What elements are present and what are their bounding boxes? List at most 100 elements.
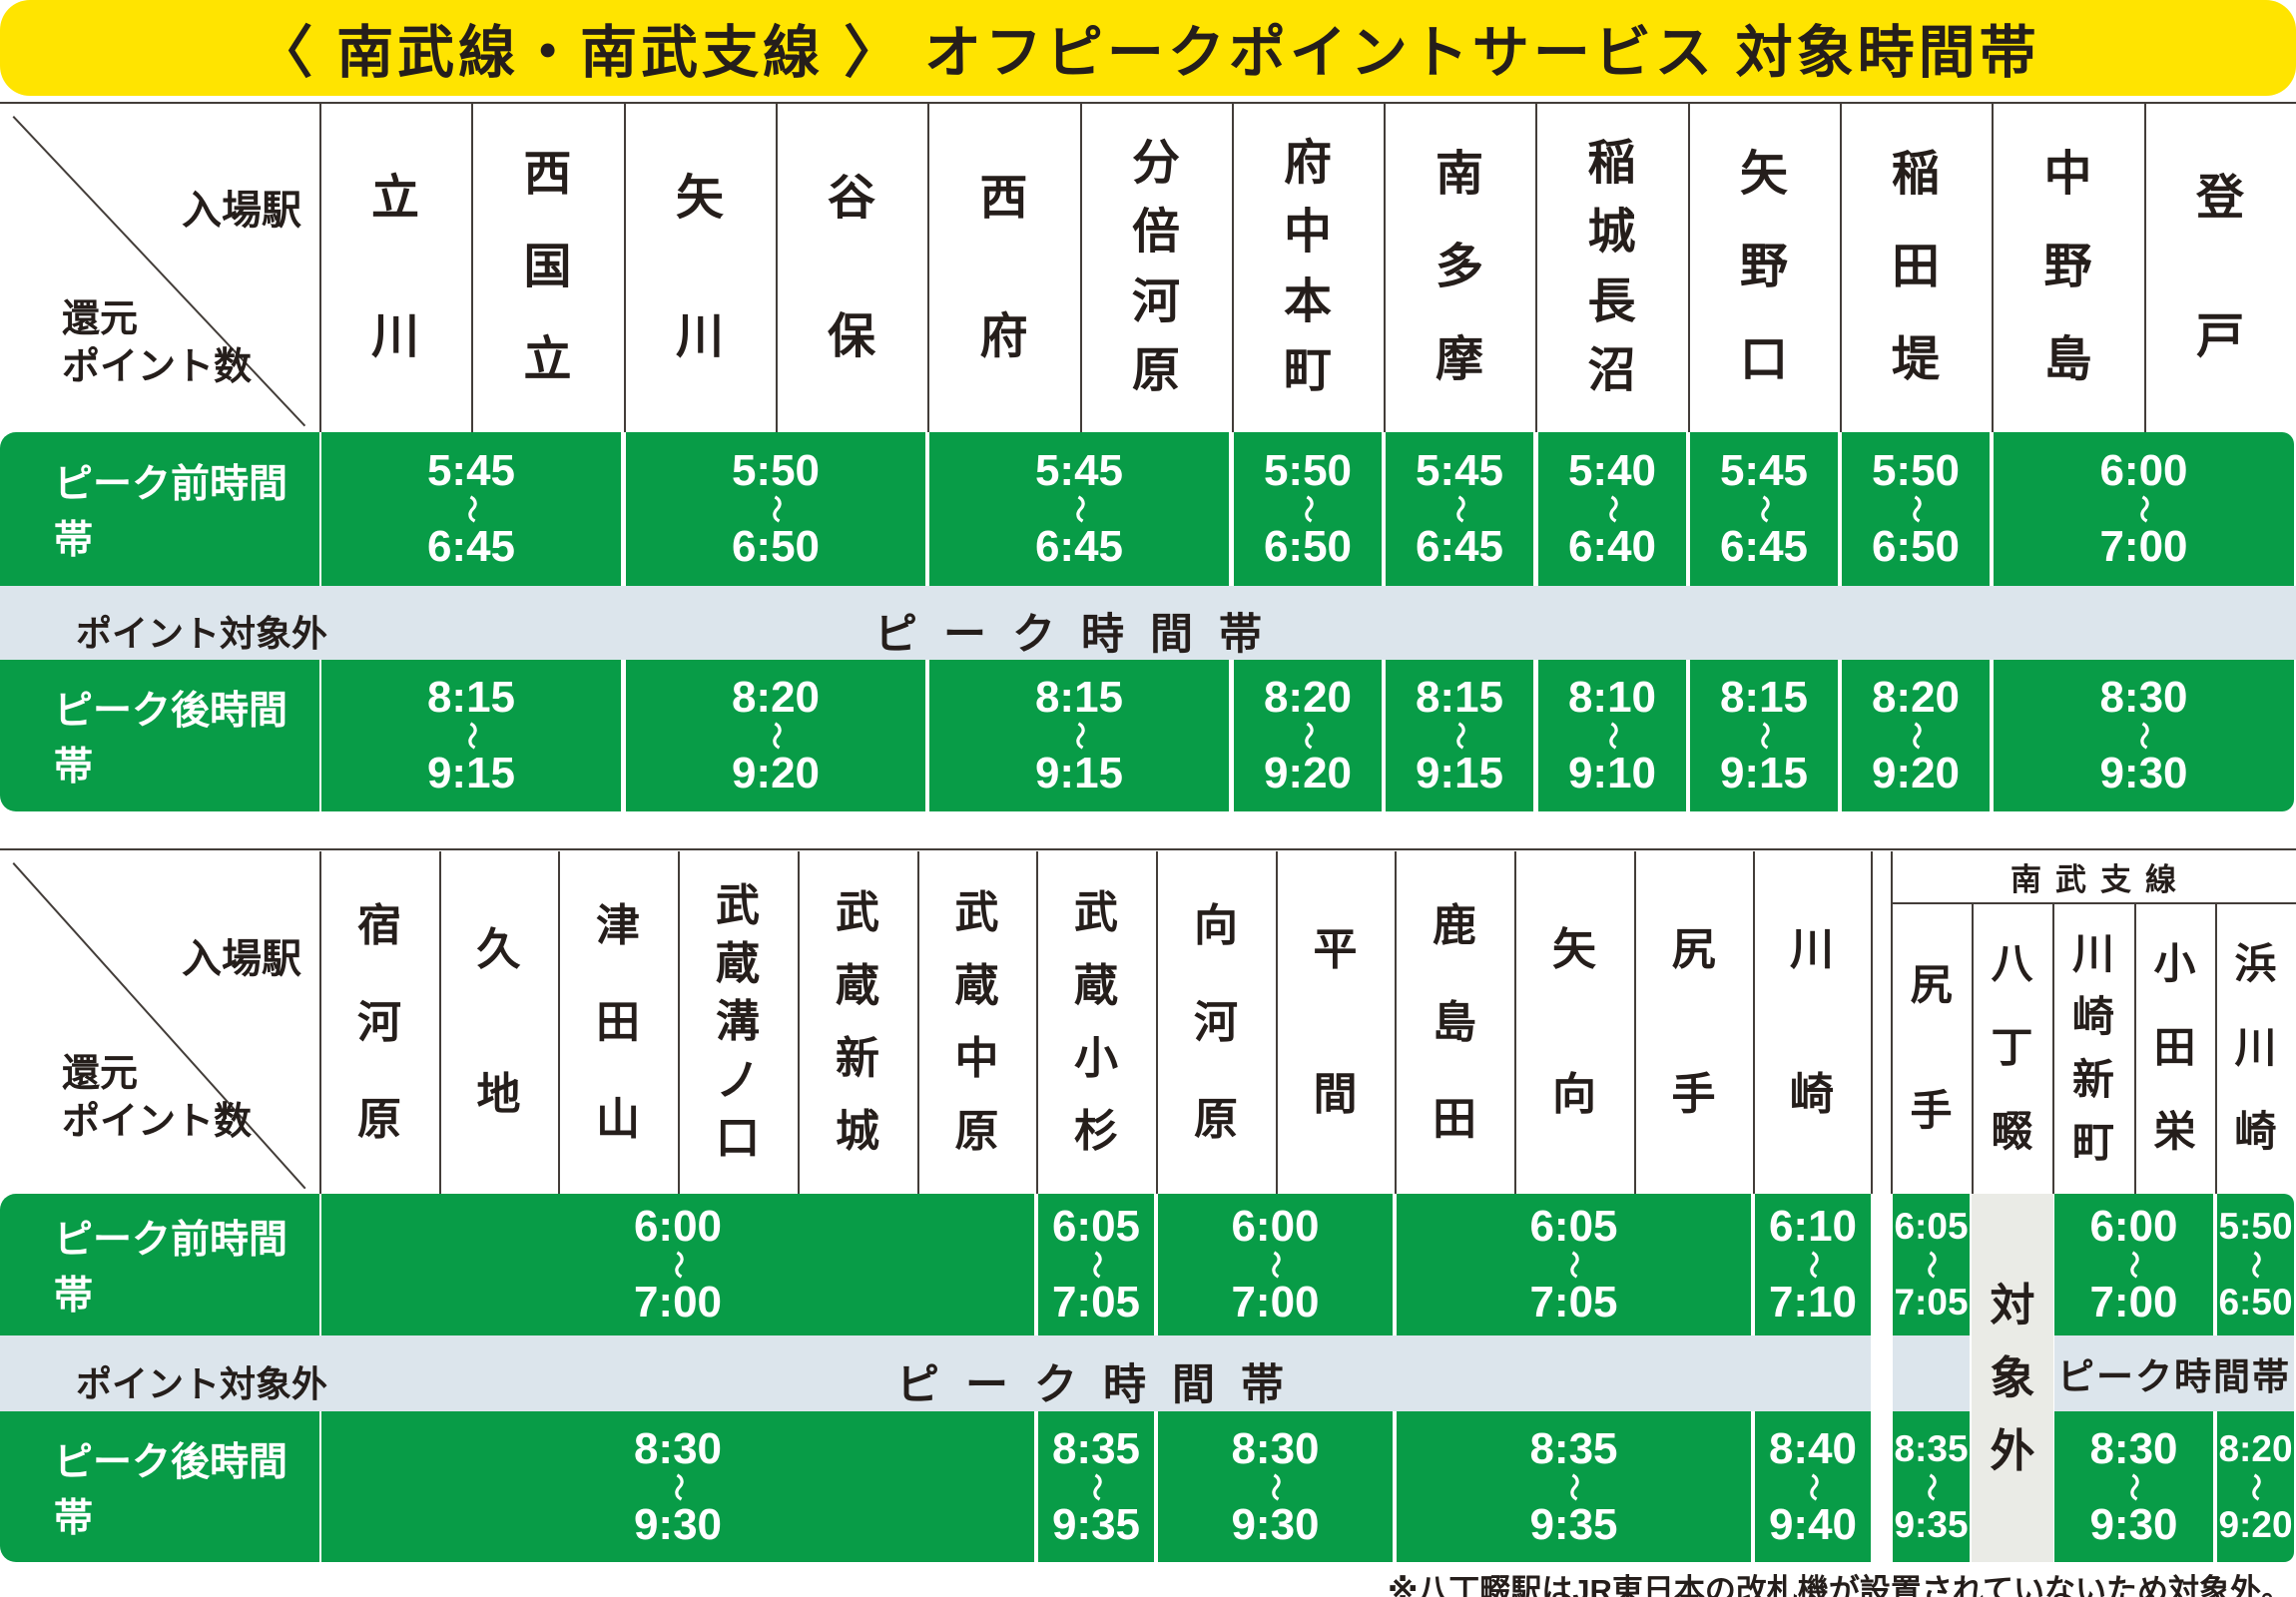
tilde-wave: 〜 <box>1080 1250 1112 1280</box>
row-label-post-peak: ピーク後時間帯 <box>0 1411 319 1562</box>
time-start: 5:50 <box>731 446 821 495</box>
time-start: 5:45 <box>1719 446 1809 495</box>
station-header-shitte-branch: 尻手 <box>1910 961 1953 1134</box>
time-start: 8:20 <box>2218 1427 2293 1469</box>
station-header-inadazutsumi: 稲田堤 <box>1891 148 1940 386</box>
time-end: 7:00 <box>2099 522 2188 571</box>
time-start: 6:00 <box>633 1202 723 1251</box>
branch-line-title: 南武支線 <box>2010 862 2190 897</box>
hatchonawate-excluded-cell: 対象外 <box>1972 1194 2053 1562</box>
tilde-wave: 〜 <box>1558 1472 1590 1501</box>
time-end: 9:20 <box>731 749 821 798</box>
time-end: 6:45 <box>1034 522 1124 571</box>
station-header-nishikunitachi: 西国立 <box>523 148 572 386</box>
time-cell: 8:10 〜 9:10 <box>1538 660 1686 811</box>
time-cell: 6:05 〜 7:05 <box>1893 1194 1970 1335</box>
time-end: 6:45 <box>1719 522 1809 571</box>
time-end: 6:50 <box>731 522 821 571</box>
station-header-fuchuhommachi: 府中本町 <box>1283 136 1332 398</box>
time-end: 7:05 <box>1894 1282 1969 1323</box>
tilde-wave: 〜 <box>1080 1472 1112 1501</box>
time-start: 8:30 <box>633 1423 723 1473</box>
footnote: ※八丁畷駅はJR東日本の改札機が設置されていないため対象外。 <box>1388 1573 2292 1597</box>
station-header-musashikosugi: 武蔵小杉 <box>1074 888 1118 1156</box>
time-end: 6:50 <box>1263 522 1353 571</box>
column-divider <box>1753 851 1755 1194</box>
tilde-wave: 〜 <box>1797 1250 1829 1280</box>
poster-title: 〈 南武線・南武支線 〉 オフピークポイントサービス 対象時間帯 <box>0 0 2296 96</box>
tilde-wave: 〜 <box>1260 1472 1292 1501</box>
tilde-wave: 〜 <box>1292 494 1324 524</box>
column-divider <box>1384 103 1386 432</box>
time-cell: 8:35 〜 9:35 <box>1038 1411 1154 1562</box>
column-divider <box>927 103 929 432</box>
time-cell: 8:15 〜 9:15 <box>1386 660 1533 811</box>
peak-band: ポイント対象外 ピーク時間帯 <box>0 1335 1871 1411</box>
station-header-kawasakishimmachi: 川崎新町 <box>2071 929 2114 1166</box>
time-end: 7:05 <box>1529 1278 1618 1327</box>
time-cell: 5:50 〜 6:50 <box>1842 432 1990 586</box>
station-header-hirama: 平間 <box>1313 924 1358 1120</box>
station-header-shukugawara: 宿河原 <box>357 900 401 1144</box>
station-header-kawasaki: 川崎 <box>1790 924 1834 1120</box>
column-divider <box>1840 103 1842 432</box>
tilde-wave: 〜 <box>662 1472 694 1501</box>
tilde-wave: 〜 <box>1900 494 1932 524</box>
column-divider <box>1871 851 1873 1194</box>
branch-left-border <box>1891 851 1893 1194</box>
time-cell: 8:40 〜 9:40 <box>1755 1411 1871 1562</box>
time-start: 8:20 <box>1263 673 1353 722</box>
tilde-wave: 〜 <box>455 721 487 751</box>
tilde-wave: 〜 <box>1596 494 1628 524</box>
time-cell: 6:10 〜 7:10 <box>1755 1194 1871 1335</box>
time-cell: 5:50 〜 6:50 <box>2217 1194 2294 1335</box>
time-cell: 5:45 〜 6:45 <box>1386 432 1533 586</box>
time-start: 8:35 <box>1051 1423 1141 1473</box>
tilde-wave: 〜 <box>1063 494 1095 524</box>
time-start: 5:50 <box>1263 446 1353 495</box>
time-start: 8:10 <box>1567 673 1657 722</box>
time-start: 8:35 <box>1894 1427 1969 1469</box>
time-cell: 5:45 〜 6:45 <box>1690 432 1838 586</box>
station-header-noborito: 登戸 <box>2195 171 2244 363</box>
column-divider <box>558 851 560 1194</box>
time-start: 5:45 <box>1034 446 1124 495</box>
time-cell: 6:05 〜 7:05 <box>1038 1194 1154 1335</box>
not-eligible-label: ポイント対象外 <box>76 1363 328 1404</box>
time-start: 8:30 <box>1231 1423 1320 1473</box>
column-divider <box>1156 851 1158 1194</box>
time-end: 7:00 <box>1231 1278 1320 1327</box>
not-eligible-label: ポイント対象外 <box>76 613 328 654</box>
column-divider <box>1688 103 1690 432</box>
column-divider <box>1535 103 1537 432</box>
time-end: 9:35 <box>1051 1499 1141 1549</box>
column-divider <box>678 851 680 1194</box>
time-start: 5:50 <box>1871 446 1961 495</box>
time-cell: 8:20 〜 9:20 <box>626 660 925 811</box>
row-label-pre-peak: ピーク前時間帯 <box>0 432 319 586</box>
station-header-bubaigawara: 分倍河原 <box>1131 136 1180 398</box>
time-end: 6:50 <box>2218 1282 2293 1323</box>
column-divider <box>1992 103 1994 432</box>
station-header-odasakae: 小田栄 <box>2153 940 2196 1155</box>
column-divider <box>2215 902 2217 1194</box>
time-end: 9:10 <box>1567 749 1657 798</box>
time-start: 6:00 <box>2089 1202 2178 1251</box>
time-start: 8:30 <box>2089 1423 2178 1473</box>
station-header-tachikawa: 立川 <box>370 171 419 363</box>
station-header-hatchonawate: 八丁畷 <box>1991 940 2033 1155</box>
tilde-wave: 〜 <box>1596 721 1628 751</box>
time-start: 8:20 <box>731 673 821 722</box>
station-header-minamitama: 南多摩 <box>1435 148 1483 386</box>
tilde-wave: 〜 <box>1916 1472 1948 1501</box>
tilde-wave: 〜 <box>455 494 487 524</box>
time-start: 6:10 <box>1768 1202 1858 1251</box>
row-label-pre-peak: ピーク前時間帯 <box>0 1194 319 1335</box>
time-cell: 5:40 〜 6:40 <box>1538 432 1686 586</box>
peak-band: ポイント対象外 ピーク時間帯 <box>0 586 2296 660</box>
entry-station-label: 入場駅 <box>182 189 301 233</box>
time-cell: 6:00 〜 7:00 <box>1158 1194 1393 1335</box>
station-header-kuji: 久地 <box>476 924 521 1120</box>
time-cell: 8:30 〜 9:30 <box>1158 1411 1393 1562</box>
time-end: 9:35 <box>1529 1499 1618 1549</box>
